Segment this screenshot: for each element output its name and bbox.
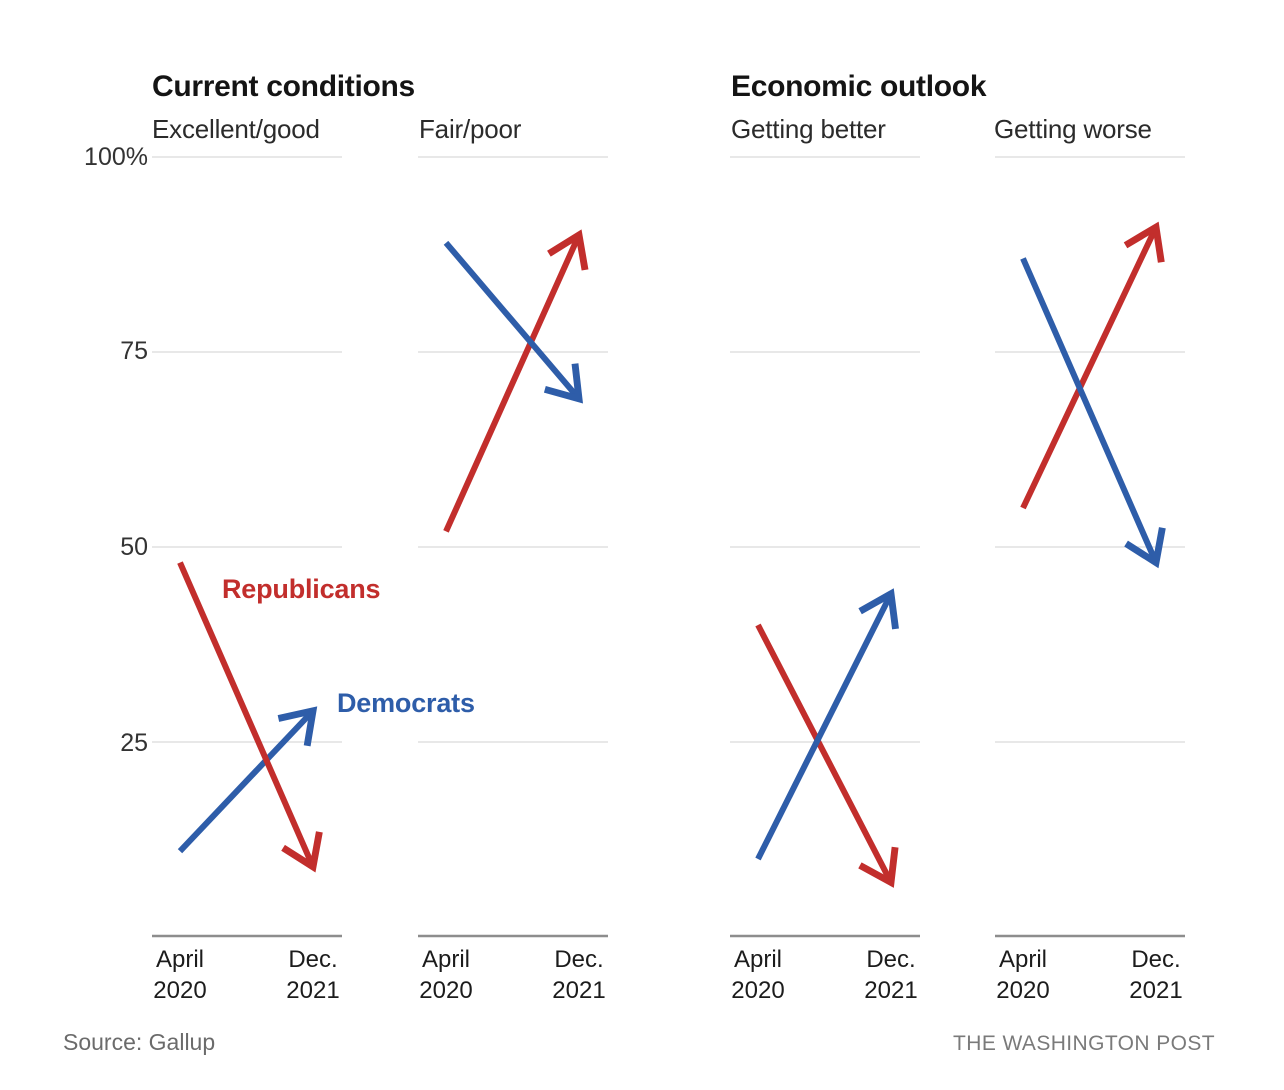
x-label-line1: April bbox=[998, 946, 1047, 973]
x-label-line2: 2020 bbox=[419, 977, 473, 1004]
x-label-april-2020: April 2020 bbox=[381, 944, 511, 1006]
x-label-line1: Dec. bbox=[1131, 946, 1181, 973]
x-label-line2: 2020 bbox=[153, 977, 207, 1004]
x-label-dec-2021: Dec. 2021 bbox=[826, 944, 956, 1006]
y-tick-100: 100% bbox=[84, 143, 148, 171]
legend-democrats: Democrats bbox=[337, 688, 475, 718]
x-label-line1: April bbox=[733, 946, 782, 973]
legend-republicans: Republicans bbox=[222, 574, 381, 604]
x-label-april-2020: April 2020 bbox=[693, 944, 823, 1006]
x-label-april-2020: April 2020 bbox=[115, 944, 245, 1006]
panel-label-fair-poor: Fair/poor bbox=[419, 114, 522, 144]
publisher-credit: THE WASHINGTON POST bbox=[953, 1032, 1215, 1055]
x-label-line2: 2021 bbox=[864, 977, 918, 1004]
x-label-dec-2021: Dec. 2021 bbox=[514, 944, 644, 1006]
panel-label-excellent-good: Excellent/good bbox=[152, 114, 320, 144]
x-label-line1: Dec. bbox=[288, 946, 338, 973]
x-label-dec-2021: Dec. 2021 bbox=[1091, 944, 1221, 1006]
x-label-line2: 2021 bbox=[1129, 977, 1183, 1004]
x-label-line1: Dec. bbox=[866, 946, 916, 973]
x-label-dec-2021: Dec. 2021 bbox=[248, 944, 378, 1006]
x-label-line2: 2021 bbox=[552, 977, 606, 1004]
source-note: Source: Gallup bbox=[63, 1029, 216, 1055]
y-tick-50: 50 bbox=[120, 533, 148, 561]
section-title-economic-outlook: Economic outlook bbox=[731, 70, 987, 103]
panel-label-getting-worse: Getting worse bbox=[994, 114, 1152, 144]
x-label-line1: April bbox=[155, 946, 204, 973]
section-title-current-conditions: Current conditions bbox=[152, 70, 415, 103]
y-tick-75: 75 bbox=[120, 337, 148, 365]
y-tick-25: 25 bbox=[120, 729, 148, 757]
panel-label-getting-better: Getting better bbox=[731, 114, 886, 144]
x-label-april-2020: April 2020 bbox=[958, 944, 1088, 1006]
x-label-line2: 2021 bbox=[286, 977, 340, 1004]
x-label-line2: 2020 bbox=[731, 977, 785, 1004]
x-label-line2: 2020 bbox=[996, 977, 1050, 1004]
x-label-line1: April bbox=[421, 946, 470, 973]
x-label-line1: Dec. bbox=[554, 946, 604, 973]
